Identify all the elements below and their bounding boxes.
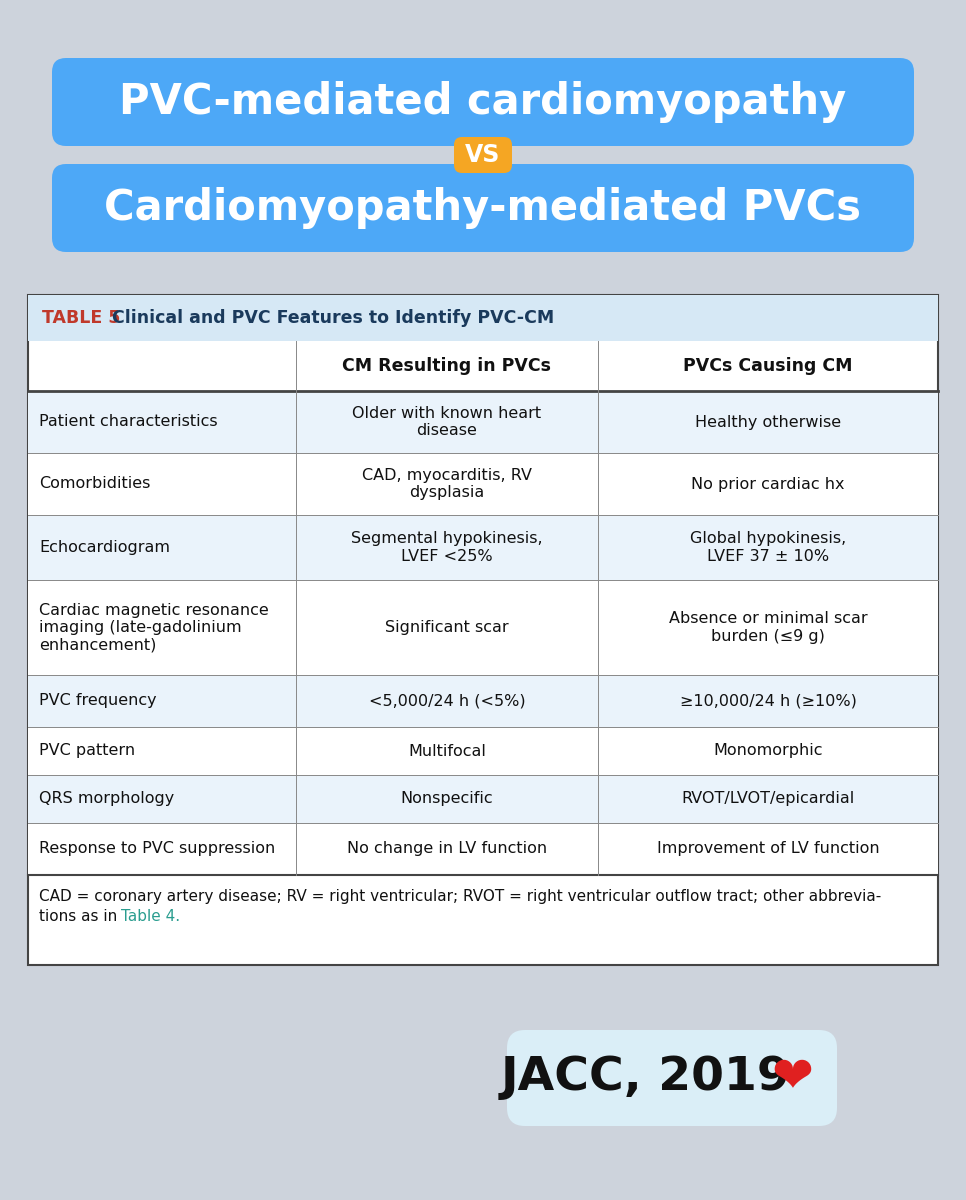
FancyBboxPatch shape	[28, 775, 938, 823]
Text: QRS morphology: QRS morphology	[39, 792, 174, 806]
Text: Segmental hypokinesis,
LVEF <25%: Segmental hypokinesis, LVEF <25%	[352, 532, 543, 564]
Text: CM Resulting in PVCs: CM Resulting in PVCs	[343, 358, 552, 374]
Text: Significant scar: Significant scar	[385, 620, 509, 635]
Text: Nonspecific: Nonspecific	[401, 792, 494, 806]
Text: CAD, myocarditis, RV
dysplasia: CAD, myocarditis, RV dysplasia	[362, 468, 532, 500]
FancyBboxPatch shape	[28, 674, 938, 727]
Text: Echocardiogram: Echocardiogram	[39, 540, 170, 554]
Text: RVOT/LVOT/epicardial: RVOT/LVOT/epicardial	[681, 792, 855, 806]
Text: Monomorphic: Monomorphic	[713, 744, 823, 758]
FancyBboxPatch shape	[28, 452, 938, 515]
Text: Improvement of LV function: Improvement of LV function	[657, 841, 879, 857]
Text: CAD = coronary artery disease; RV = right ventricular; RVOT = right ventricular : CAD = coronary artery disease; RV = righ…	[39, 889, 881, 904]
Text: Clinical and PVC Features to Identify PVC-CM: Clinical and PVC Features to Identify PV…	[100, 308, 554, 326]
Text: Healthy otherwise: Healthy otherwise	[695, 414, 841, 430]
Text: Cardiomyopathy-mediated PVCs: Cardiomyopathy-mediated PVCs	[104, 187, 862, 229]
Text: Older with known heart
disease: Older with known heart disease	[353, 406, 542, 438]
FancyBboxPatch shape	[28, 727, 938, 775]
Text: VS: VS	[466, 143, 500, 167]
Text: Table 4.: Table 4.	[121, 910, 180, 924]
Text: PVC pattern: PVC pattern	[39, 744, 135, 758]
FancyBboxPatch shape	[28, 391, 938, 452]
FancyBboxPatch shape	[28, 823, 938, 875]
FancyBboxPatch shape	[28, 295, 938, 341]
Text: Comorbidities: Comorbidities	[39, 476, 151, 492]
FancyBboxPatch shape	[454, 137, 512, 173]
Text: ❤: ❤	[771, 1054, 813, 1102]
FancyBboxPatch shape	[52, 58, 914, 146]
Text: Response to PVC suppression: Response to PVC suppression	[39, 841, 275, 857]
Text: No change in LV function: No change in LV function	[347, 841, 547, 857]
Text: JACC, 2019: JACC, 2019	[501, 1056, 808, 1100]
Text: PVCs Causing CM: PVCs Causing CM	[683, 358, 853, 374]
Text: PVC-mediated cardiomyopathy: PVC-mediated cardiomyopathy	[120, 80, 846, 122]
Text: <5,000/24 h (<5%): <5,000/24 h (<5%)	[369, 694, 526, 708]
FancyBboxPatch shape	[507, 1030, 837, 1126]
FancyBboxPatch shape	[28, 580, 938, 674]
Text: PVC frequency: PVC frequency	[39, 694, 156, 708]
FancyBboxPatch shape	[52, 164, 914, 252]
Text: Cardiac magnetic resonance
imaging (late-gadolinium
enhancement): Cardiac magnetic resonance imaging (late…	[39, 602, 269, 653]
Text: Global hypokinesis,
LVEF 37 ± 10%: Global hypokinesis, LVEF 37 ± 10%	[690, 532, 846, 564]
Text: No prior cardiac hx: No prior cardiac hx	[692, 476, 844, 492]
FancyBboxPatch shape	[28, 515, 938, 580]
FancyBboxPatch shape	[28, 295, 938, 965]
Text: Multifocal: Multifocal	[408, 744, 486, 758]
Text: Absence or minimal scar
burden (≤9 g): Absence or minimal scar burden (≤9 g)	[668, 611, 867, 643]
Text: Patient characteristics: Patient characteristics	[39, 414, 217, 430]
Text: ≥10,000/24 h (≥10%): ≥10,000/24 h (≥10%)	[679, 694, 857, 708]
Text: tions as in: tions as in	[39, 910, 122, 924]
Text: TABLE 5: TABLE 5	[42, 308, 121, 326]
